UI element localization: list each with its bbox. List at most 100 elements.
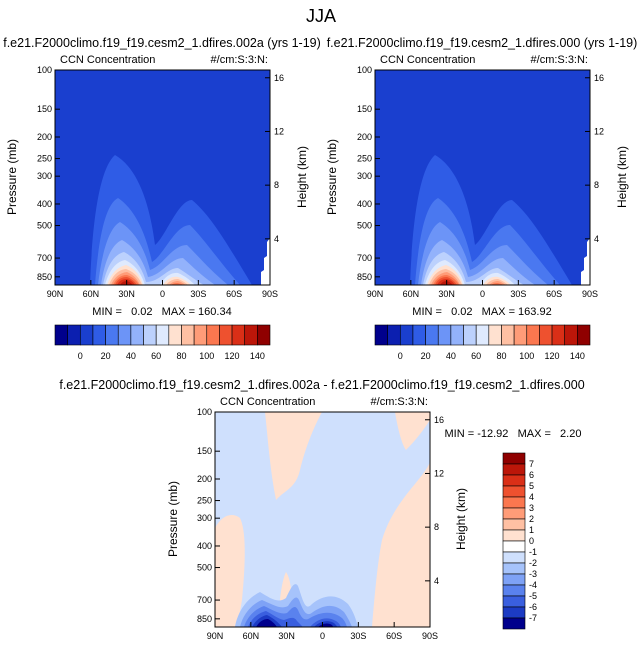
panel-a-colorbar-label: 0 [78, 351, 83, 361]
panel-a-y-tick-label: 300 [37, 171, 52, 181]
panel-b-height-tick-label: 8 [594, 180, 599, 190]
panel-diff-height-tick-label: 16 [434, 415, 444, 425]
panel-b-colorbar-label: 100 [519, 351, 534, 361]
panel-diff-x-tick-label: 0 [320, 631, 325, 641]
panel-b-y-tick-label: 250 [357, 154, 372, 164]
panel-diff-y-ticks: 100 150 200 250 300 400 500 700 850 [197, 407, 220, 624]
panel-diff-field [215, 412, 430, 627]
panel-diff-colorbar-label: 5 [529, 481, 534, 491]
panel-b-colorbar-box [577, 324, 591, 346]
panel-diff-x-tick-label: 60S [386, 631, 402, 641]
panel-b-colorbar-label: 20 [421, 351, 431, 361]
panel-b-stats: MIN = 0.02 MAX = 163.92 [412, 306, 551, 318]
panel-diff-colorbar-label: 0 [529, 536, 534, 546]
panel-a-x-ticks: 90N 60N 30N 0 30S 60S 90S [47, 280, 278, 299]
panel-b-field [375, 70, 590, 285]
panel-a-colorbar-label: 120 [225, 351, 240, 361]
panel-b-title: f.e21.F2000climo.f19_f19.cesm2_1.dfires.… [327, 36, 638, 50]
panel-a-ylabel: Pressure (mb) [5, 139, 19, 215]
panel-a-y-tick-label: 200 [37, 132, 52, 142]
panel-diff-title: f.e21.F2000climo.f19_f19.cesm2_1.dfires.… [59, 378, 584, 392]
panel-b-ground-mask [581, 238, 590, 285]
panel-a-colorbar-box [206, 324, 220, 346]
panel-diff-colorbar-box [502, 540, 526, 553]
panel-diff-colorbar-box [502, 529, 526, 542]
panel-a-colorbar-box [130, 324, 144, 346]
panel-diff-colorbar-box [502, 584, 526, 597]
panel-b-colorbar-box [463, 324, 477, 346]
panel-a-subtitle-left: CCN Concentration [60, 54, 155, 66]
panel-b-subtitle-right: #/cm:S:3:N: [531, 54, 588, 66]
panel-b-colorbar-box [387, 324, 401, 346]
panel-diff-colorbar-box [502, 573, 526, 586]
panel-a-x-tick-label: 90N [47, 289, 64, 299]
panel-diff-x-ticks: 90N 60N 30N 0 30S 60S 90S [207, 622, 438, 641]
panel-b-colorbar-label: 40 [446, 351, 456, 361]
panel-b-colorbar-box [437, 324, 452, 346]
panel-a-colorbar-box [257, 324, 271, 346]
panel-b-x-tick-label: 60N [403, 289, 420, 299]
panel-a-colorbar-label: 140 [250, 351, 265, 361]
panel-a-y-tick-label: 500 [37, 221, 52, 231]
panel-diff-y-tick-label: 400 [197, 541, 212, 551]
panel-a-colorbar-box [54, 324, 68, 346]
panel-diff-y-tick-label: 300 [197, 513, 212, 523]
panel-b-colorbar-box [399, 324, 414, 346]
panel-a-ylabel-right: Height (km) [295, 146, 309, 208]
panel-diff-ylabel-right: Height (km) [454, 488, 468, 550]
panel-b-colorbar-label: 140 [570, 351, 585, 361]
panel-a-y-tick-label: 400 [37, 199, 52, 209]
panel-b-colorbar-box [551, 324, 566, 346]
panel-diff-x-tick-label: 30S [350, 631, 366, 641]
panel-b-x-tick-label: 30N [438, 289, 455, 299]
panel-b-ylabel-right: Height (km) [615, 146, 629, 208]
panel-diff-contour-m6 [256, 619, 333, 627]
panel-b-colorbar-box [513, 324, 528, 346]
panel-a-x-tick-label: 30S [190, 289, 206, 299]
panel-diff-subtitle-left: CCN Concentration [220, 396, 315, 408]
panel-diff-x-tick-label: 60N [243, 631, 260, 641]
panel-a-y-tick-label: 850 [37, 272, 52, 282]
panel-b-x-tick-label: 90N [367, 289, 384, 299]
panel-b-y-tick-label: 700 [357, 253, 372, 263]
panel-a-colorbar-box [231, 324, 246, 346]
panel-a-colorbar-box [219, 324, 233, 346]
panel-diff-colorbar-label: 7 [529, 459, 534, 469]
panel-a-y-ticks: 100 150 200 250 300 400 500 700 850 [37, 65, 60, 282]
panel-diff-colorbar-box [502, 595, 526, 608]
panel-b-colorbar-box [475, 324, 490, 346]
panel-b-y-tick-label: 500 [357, 221, 372, 231]
panel-a-x-tick-label: 60S [226, 289, 242, 299]
panel-diff-colorbar-label: 4 [529, 492, 534, 502]
panel-b-colorbar-box [564, 324, 578, 346]
panel-a-subtitle-right: #/cm:S:3:N: [211, 54, 268, 66]
panel-a-colorbar-box [105, 324, 119, 346]
panel-diff-colorbar-label: 1 [529, 525, 534, 535]
panel-a-y-tick-label: 100 [37, 65, 52, 75]
panel-diff-colorbar-label: -4 [529, 580, 537, 590]
panel-b-y-tick-label: 400 [357, 199, 372, 209]
panel-b-ylabel: Pressure (mb) [325, 139, 339, 215]
panel-diff-positive-right-top [395, 412, 430, 450]
panel-a-colorbar-box [155, 324, 170, 346]
panel-a-height-ticks: 16 12 8 4 [265, 73, 284, 244]
panel-a-y-tick-label: 150 [37, 104, 52, 114]
panel-diff-colorbar-box [502, 485, 526, 498]
panel-diff-y-tick-label: 200 [197, 474, 212, 484]
panel-a-colorbar-box [67, 324, 81, 346]
panel-diff-colorbar-box [502, 551, 526, 564]
panel-b-x-ticks: 90N 60N 30N 0 30S 60S 90S [367, 280, 598, 299]
panel-a-colorbar-box [79, 324, 94, 346]
panel-b-colorbar-box [501, 324, 515, 346]
panel-b-colorbar-box [526, 324, 540, 346]
panel-a-colorbar-box [92, 324, 106, 346]
panel-b-height-ticks: 16 12 8 4 [585, 73, 604, 244]
panel-diff-y-tick-label: 250 [197, 496, 212, 506]
panel-diff-x-tick-label: 90S [422, 631, 438, 641]
panel-b-colorbar: 0 20 40 60 80 100 120 140 [374, 324, 591, 361]
panel-b-x-tick-label: 60S [546, 289, 562, 299]
panel-diff-y-tick-label: 150 [197, 446, 212, 456]
panel-b-y-tick-label: 100 [357, 65, 372, 75]
panel-a-x-tick-label: 60N [83, 289, 100, 299]
panel-b-x-tick-label: 90S [582, 289, 598, 299]
